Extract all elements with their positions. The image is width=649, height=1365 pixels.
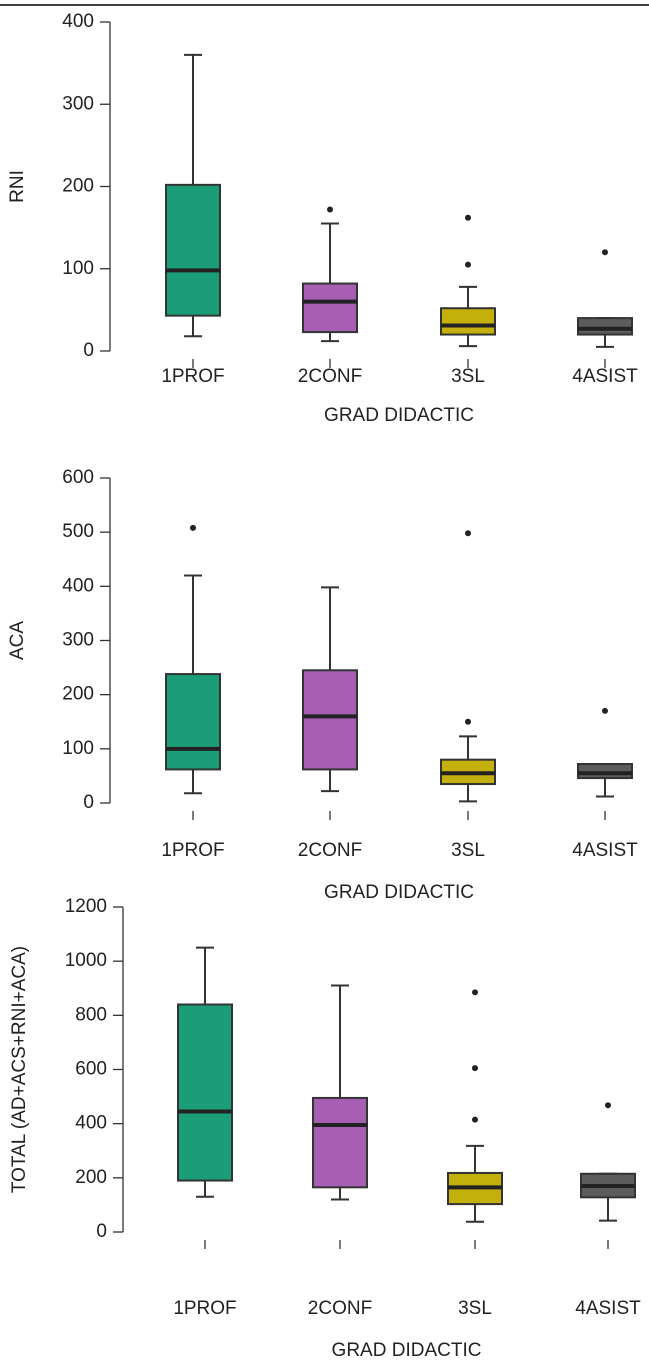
outlier [472, 1065, 478, 1072]
y-tick-label: 200 [75, 1167, 107, 1188]
y-tick-label: 100 [62, 258, 94, 279]
y-tick-label: 100 [62, 738, 94, 759]
x-tick-label: 3SL [451, 840, 485, 861]
outlier [465, 530, 471, 537]
box [312, 1096, 368, 1189]
outlier [605, 1102, 611, 1109]
x-tick-label: 3SL [451, 366, 485, 387]
y-tick-label: 0 [83, 340, 94, 361]
y-axis-title: TOTAL (AD+ACS+RNI+ACA) [9, 946, 30, 1193]
x-tick-label: 1PROF [173, 1298, 236, 1319]
outlier [602, 249, 608, 256]
box [302, 669, 358, 771]
outlier [190, 524, 196, 531]
y-tick-label: 300 [62, 630, 94, 651]
x-tick-label: 4ASIST [572, 840, 638, 861]
x-tick-label: 4ASIST [572, 366, 638, 387]
y-axis-title: RNI [7, 170, 28, 203]
box [440, 307, 496, 336]
x-axis-title: GRAD DIDACTIC [324, 405, 474, 426]
outlier [465, 718, 471, 725]
y-tick-label: 600 [62, 467, 94, 488]
box [577, 317, 633, 336]
y-tick-label: 300 [62, 93, 94, 114]
outlier [327, 206, 333, 213]
x-tick-label: 4ASIST [575, 1298, 641, 1319]
x-tick-label: 3SL [458, 1298, 492, 1319]
outlier [472, 989, 478, 996]
x-tick-label: 2CONF [308, 1298, 372, 1319]
x-tick-label: 1PROF [161, 366, 224, 387]
y-tick-label: 0 [96, 1221, 107, 1242]
y-tick-label: 400 [62, 11, 94, 32]
x-tick-label: 2CONF [298, 366, 362, 387]
outlier [472, 1116, 478, 1123]
outlier [602, 707, 608, 714]
y-tick-label: 1200 [65, 896, 107, 917]
y-tick-label: 200 [62, 684, 94, 705]
x-tick-label: 1PROF [161, 840, 224, 861]
y-tick-label: 400 [62, 575, 94, 596]
y-axis-title: ACA [7, 621, 28, 660]
y-tick-label: 500 [62, 521, 94, 542]
box [577, 763, 633, 780]
y-tick-label: 1000 [65, 950, 107, 971]
x-tick-label: 2CONF [298, 840, 362, 861]
outlier [465, 214, 471, 221]
box [165, 183, 221, 317]
box [177, 1003, 233, 1182]
y-tick-label: 200 [62, 176, 94, 197]
y-tick-label: 600 [75, 1059, 107, 1080]
x-axis-title: GRAD DIDACTIC [324, 882, 474, 903]
y-tick-label: 0 [83, 792, 94, 813]
box [165, 673, 221, 771]
box [302, 282, 358, 334]
outlier [465, 261, 471, 268]
x-axis-title: GRAD DIDACTIC [332, 1340, 482, 1360]
y-tick-label: 800 [75, 1004, 107, 1025]
y-tick-label: 400 [75, 1113, 107, 1134]
